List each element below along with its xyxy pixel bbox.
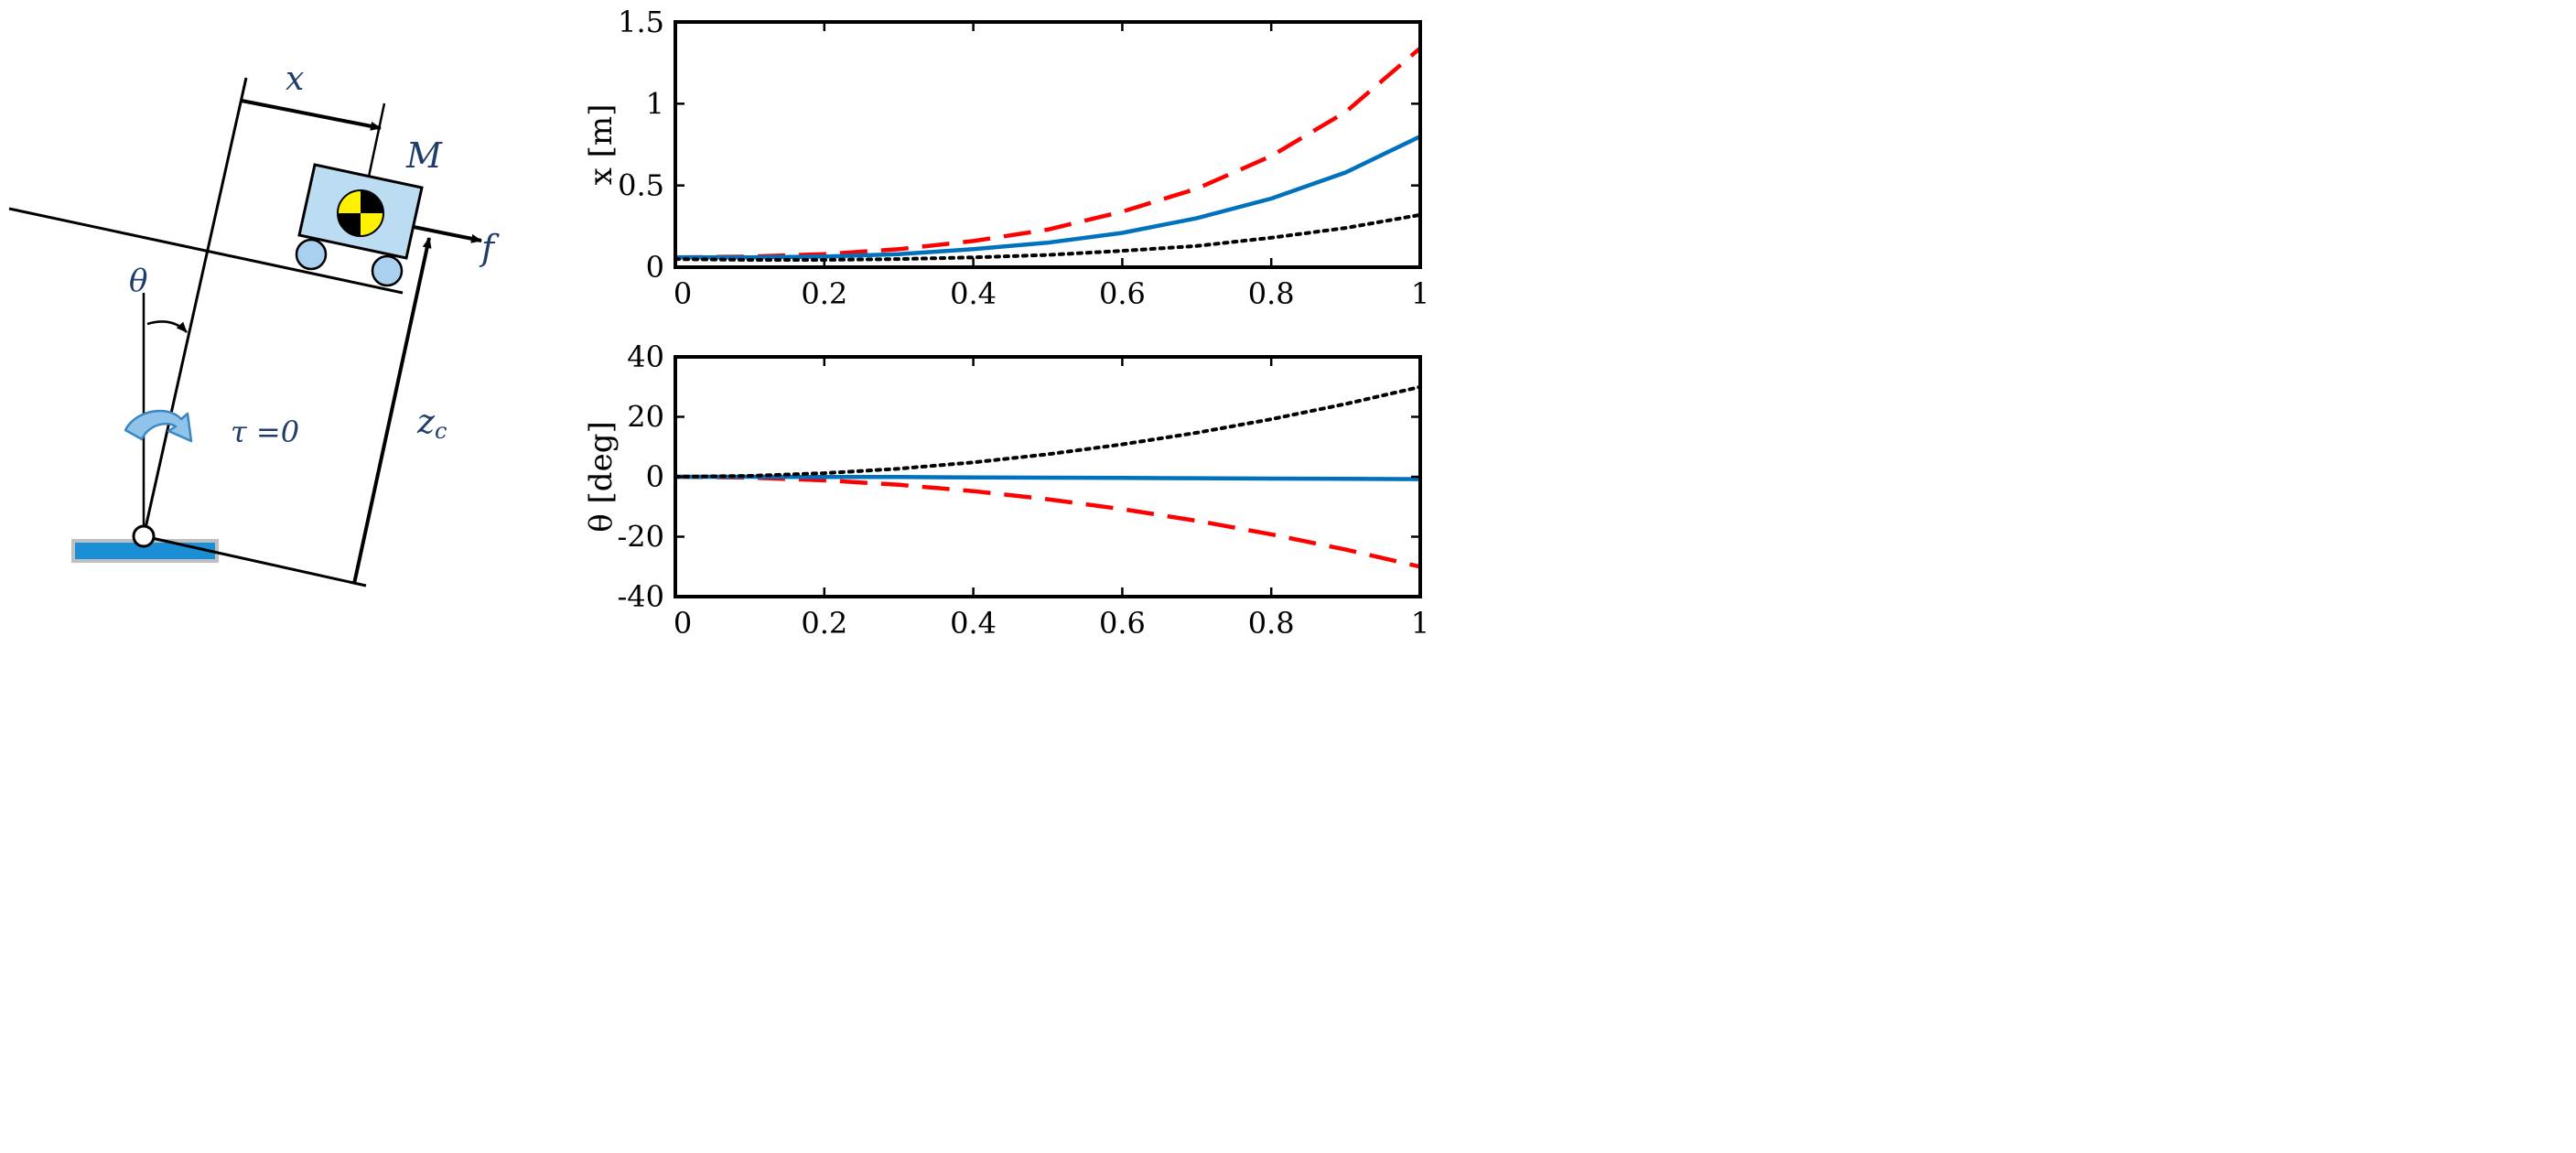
pendulum-angle-xtick-label: 0.6 (1099, 606, 1146, 641)
torque-arrow-icon (124, 409, 193, 443)
force-label: f (479, 228, 500, 268)
theta-label: θ (129, 263, 147, 299)
cart-position-xtick-label: 1 (1411, 276, 1429, 311)
pendulum-rod (142, 77, 248, 537)
cart (295, 163, 424, 287)
cart-position-xtick-label: 0.8 (1248, 276, 1295, 311)
base-line (143, 534, 367, 587)
inverted-pendulum-cart-diagram: x M f θ τ =0 zc (8, 60, 500, 587)
pendulum-angle-ytick-label: -40 (617, 579, 664, 614)
cart-position-xtick-label: 0.4 (950, 276, 997, 311)
pivot-joint (132, 524, 156, 548)
pendulum-angle-chart: 0 0.2 0.4 0.6 0.8 1 -40 -20 0 20 40 θ [deg] (583, 339, 1429, 641)
zc-label: zc (416, 404, 447, 444)
tau-label: τ =0 (231, 415, 299, 449)
cart-wheel-right (371, 254, 404, 287)
pendulum-angle-series-dotted (675, 384, 1420, 479)
pendulum-angle-ytick-label: 20 (627, 400, 664, 435)
pendulum-angle-ytick-label: 40 (627, 339, 664, 374)
cart-position-ytick-label: 1 (646, 86, 664, 121)
pendulum-angle-xtick-label: 0.2 (801, 606, 847, 641)
figure: x M f θ τ =0 zc 0 0.2 0.4 0.6 0.8 1 0 0.5 1 1.5 x … (8, 5, 1429, 641)
cart-position-xtick-label: 0.6 (1099, 276, 1146, 311)
mass-label: M (405, 135, 443, 176)
pendulum-angle-series-solid (675, 474, 1420, 481)
pendulum-angle-ytick-label: -20 (617, 520, 664, 555)
zc-dimension-arrow (352, 237, 432, 585)
cart-position-xtick-label: 0.2 (801, 276, 847, 311)
cart-position-xtick-label: 0 (674, 276, 692, 311)
rail-line (8, 207, 404, 295)
cart-position-series-solid (675, 135, 1420, 260)
zc-label-main: z (416, 404, 436, 441)
cart-position-ytick-label: 0 (646, 250, 664, 285)
cart-position-series-dotted (675, 212, 1420, 262)
pendulum-angle-ytick-label: 0 (646, 459, 664, 494)
zc-label-subscript: c (435, 418, 447, 444)
cart-position-ytick-label: 1.5 (618, 5, 664, 39)
cart-position-ylabel: x [m] (583, 104, 620, 186)
cart-wheel-left (295, 238, 328, 271)
pendulum-angle-ylabel: θ [deg] (583, 421, 620, 532)
cart-position-series-dashed (675, 46, 1420, 260)
cart-position-ytick-label: 0.5 (618, 168, 664, 203)
mass-target-icon (337, 189, 384, 237)
theta-angle-arc (146, 320, 188, 333)
x-label: x (286, 60, 304, 98)
x-dimension-arrow (241, 99, 382, 131)
pendulum-angle-xtick-label: 0.4 (950, 606, 997, 641)
pendulum-angle-xtick-label: 1 (1411, 606, 1429, 641)
force-arrow (413, 225, 482, 243)
pendulum-angle-series-dashed (675, 474, 1420, 569)
cart-position-axes-box (674, 20, 1422, 269)
pendulum-angle-xtick-label: 0 (674, 606, 692, 641)
pendulum-angle-xtick-label: 0.8 (1248, 606, 1295, 641)
cart-position-chart: 0 0.2 0.4 0.6 0.8 1 0 0.5 1 1.5 x [m] (583, 5, 1429, 311)
